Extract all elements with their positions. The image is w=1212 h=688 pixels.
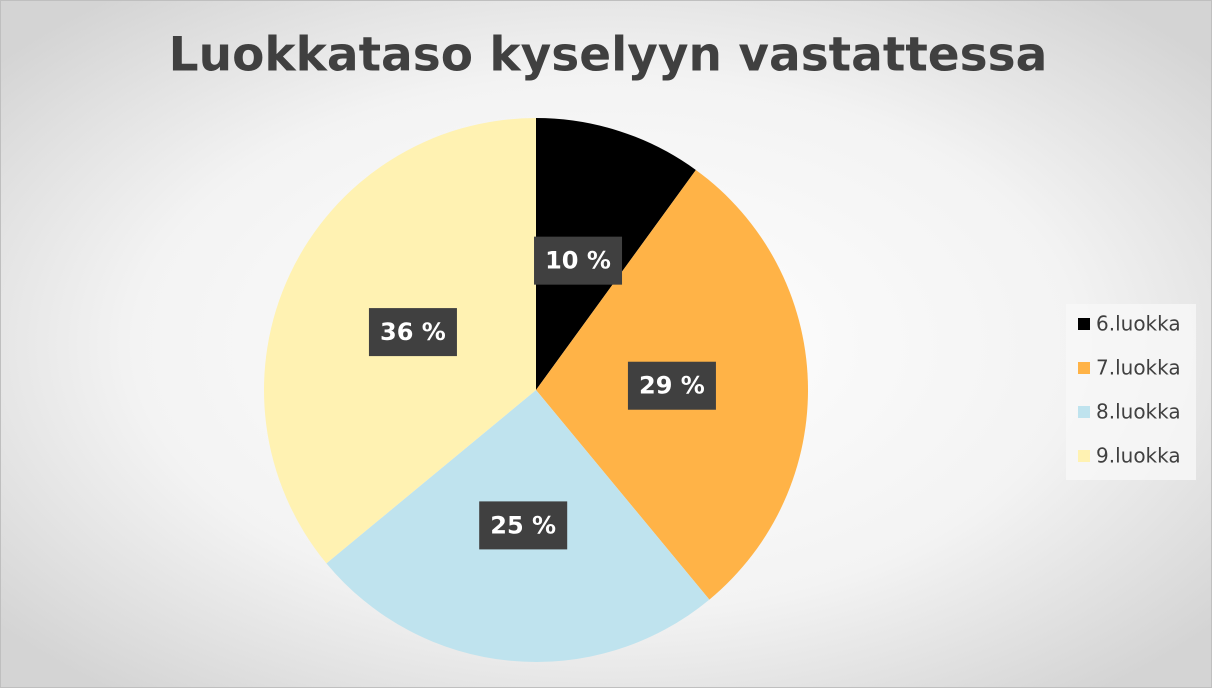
data-label-box — [368, 308, 457, 357]
data-label: 29 % — [639, 372, 705, 400]
legend-swatch — [1078, 362, 1090, 374]
legend-label: 7.luokka — [1096, 356, 1181, 380]
legend-label: 6.luokka — [1096, 312, 1181, 336]
legend-swatch — [1078, 450, 1090, 462]
data-label-box — [479, 501, 568, 550]
chart-title: Luokkataso kyselyyn vastattessa — [169, 28, 1048, 83]
legend-swatch — [1078, 406, 1090, 418]
data-label-box — [627, 361, 716, 410]
data-label-box — [534, 236, 623, 285]
data-label: 36 % — [380, 318, 446, 346]
data-label: 25 % — [490, 511, 556, 539]
legend-label: 8.luokka — [1096, 400, 1181, 424]
data-label: 10 % — [545, 247, 611, 275]
legend-label: 9.luokka — [1096, 444, 1181, 468]
legend-swatch — [1078, 318, 1090, 330]
